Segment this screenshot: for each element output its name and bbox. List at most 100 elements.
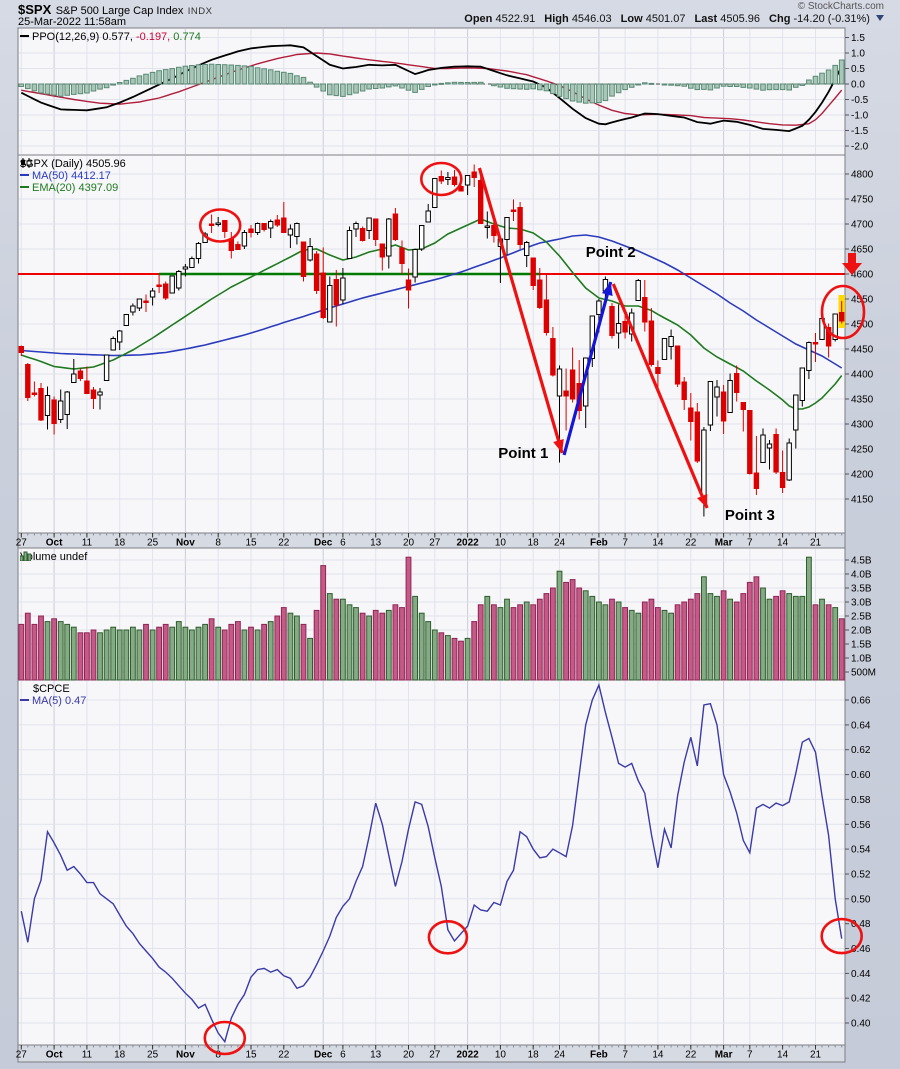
ema20-line bbox=[21, 218, 843, 410]
candlestick-icon[interactable] bbox=[20, 158, 32, 168]
svg-text:27: 27 bbox=[429, 1050, 441, 1061]
svg-text:4.0B: 4.0B bbox=[851, 570, 872, 581]
svg-text:18: 18 bbox=[528, 538, 540, 549]
cpce-ma-swatch-icon bbox=[20, 699, 29, 701]
date-axis-strips: 27 Oct 11 18 25 Nov 8 15 22 Dec 6 13 20 27 2022 10 18 24 F… bbox=[16, 532, 846, 1063]
svg-text:27: 27 bbox=[16, 1050, 28, 1061]
trend-arrow bbox=[611, 283, 709, 509]
red-circle-annotation bbox=[198, 208, 242, 243]
svg-text:4250: 4250 bbox=[851, 445, 874, 456]
trend-arrowhead bbox=[601, 282, 613, 296]
ppo-hist-value: -0.197, bbox=[135, 31, 171, 43]
svg-text:13: 13 bbox=[370, 538, 382, 549]
svg-text:14: 14 bbox=[652, 538, 664, 549]
svg-text:Mar: Mar bbox=[715, 538, 733, 549]
svg-text:18: 18 bbox=[114, 538, 126, 549]
svg-text:4150: 4150 bbox=[851, 495, 874, 506]
svg-text:0.48: 0.48 bbox=[851, 919, 871, 930]
svg-text:14: 14 bbox=[652, 1050, 664, 1061]
svg-text:25: 25 bbox=[147, 538, 159, 549]
svg-text:0.58: 0.58 bbox=[851, 795, 871, 806]
svg-text:-2.0: -2.0 bbox=[851, 142, 869, 153]
trend-arrowhead bbox=[553, 438, 564, 453]
ppo-line-swatch-icon bbox=[20, 35, 29, 37]
last-value: 4505.96 bbox=[720, 13, 760, 25]
svg-text:21: 21 bbox=[810, 538, 822, 549]
svg-text:0.46: 0.46 bbox=[851, 944, 871, 955]
change-down-icon[interactable] bbox=[876, 15, 884, 21]
svg-text:24: 24 bbox=[554, 1050, 566, 1061]
copyright: © StockCharts.com bbox=[797, 1, 884, 12]
red-circle-annotation bbox=[419, 161, 463, 197]
svg-text:14: 14 bbox=[777, 538, 789, 549]
ppo-value: 0.577, bbox=[102, 31, 133, 43]
axis-down-arrow-icon bbox=[842, 253, 862, 275]
ppo-legend-label: PPO(12,26,9) bbox=[32, 31, 100, 43]
svg-text:11: 11 bbox=[82, 538, 93, 549]
svg-text:10: 10 bbox=[495, 538, 507, 549]
low-value: 4501.07 bbox=[645, 13, 686, 25]
svg-text:7: 7 bbox=[622, 538, 628, 549]
svg-text:15: 15 bbox=[245, 1050, 257, 1061]
exchange-label: INDX bbox=[187, 6, 213, 17]
svg-text:2022: 2022 bbox=[456, 1050, 479, 1061]
open-value: 4522.91 bbox=[495, 13, 536, 25]
svg-text:0.42: 0.42 bbox=[851, 994, 871, 1005]
svg-text:1.5B: 1.5B bbox=[851, 640, 872, 651]
svg-text:0.50: 0.50 bbox=[851, 894, 871, 905]
point-label: Point 1 bbox=[498, 445, 548, 462]
svg-text:22: 22 bbox=[685, 538, 697, 549]
ma50-legend-row: MA(50) 4412.17 bbox=[20, 170, 126, 182]
ema20-swatch-icon bbox=[20, 186, 29, 188]
red-circle-annotation bbox=[820, 917, 864, 955]
svg-text:4650: 4650 bbox=[851, 245, 874, 256]
svg-text:14: 14 bbox=[777, 1050, 789, 1061]
candles bbox=[18, 164, 845, 517]
svg-text:4400: 4400 bbox=[851, 370, 874, 381]
trend-arrowhead bbox=[697, 493, 708, 508]
svg-text:0.5: 0.5 bbox=[851, 64, 865, 75]
svg-text:0.66: 0.66 bbox=[851, 696, 871, 707]
svg-text:1.5: 1.5 bbox=[851, 33, 865, 44]
volume-bars-icon[interactable] bbox=[20, 551, 31, 561]
svg-text:0.62: 0.62 bbox=[851, 745, 871, 756]
svg-text:Oct: Oct bbox=[46, 1050, 63, 1061]
svg-text:500M: 500M bbox=[851, 668, 876, 679]
svg-text:11: 11 bbox=[82, 1050, 93, 1061]
svg-text:-0.5: -0.5 bbox=[851, 95, 869, 106]
svg-text:2.0B: 2.0B bbox=[851, 626, 872, 637]
svg-text:22: 22 bbox=[685, 1050, 697, 1061]
chart-datetime: 25-Mar-2022 11:58am bbox=[18, 16, 127, 28]
svg-text:22: 22 bbox=[278, 1050, 290, 1061]
red-circle-annotation bbox=[820, 284, 866, 340]
svg-text:20: 20 bbox=[403, 1050, 415, 1061]
svg-text:Dec: Dec bbox=[314, 1050, 333, 1061]
red-circle-annotation bbox=[203, 1020, 247, 1056]
ma50-line bbox=[21, 234, 843, 369]
price-legend-symbol: $SPX (Daily) 4505.96 bbox=[20, 158, 126, 170]
point-label: Point 3 bbox=[725, 507, 775, 524]
cpce-legend: $CPCE MA(5) 0.47 bbox=[20, 683, 86, 707]
svg-text:3.5B: 3.5B bbox=[851, 584, 872, 595]
svg-text:Mar: Mar bbox=[715, 1050, 733, 1061]
svg-text:18: 18 bbox=[114, 1050, 126, 1061]
svg-text:15: 15 bbox=[245, 538, 257, 549]
svg-text:8: 8 bbox=[215, 1050, 221, 1061]
svg-text:0.54: 0.54 bbox=[851, 845, 871, 856]
last-label: Last bbox=[694, 13, 718, 25]
svg-text:Nov: Nov bbox=[176, 538, 195, 549]
svg-text:22: 22 bbox=[278, 538, 290, 549]
svg-text:2.5B: 2.5B bbox=[851, 612, 872, 623]
svg-text:8: 8 bbox=[215, 538, 221, 549]
svg-text:4300: 4300 bbox=[851, 420, 874, 431]
chg-label: Chg bbox=[769, 13, 791, 25]
high-value: 4546.03 bbox=[571, 13, 612, 25]
svg-text:13: 13 bbox=[370, 1050, 382, 1061]
volume-legend: Volume undef bbox=[20, 551, 87, 563]
svg-text:0.0: 0.0 bbox=[851, 80, 865, 91]
high-label: High bbox=[544, 13, 569, 25]
svg-text:3.0B: 3.0B bbox=[851, 598, 872, 609]
price-legend: $SPX (Daily) 4505.96 MA(50) 4412.17 EMA(… bbox=[20, 158, 126, 194]
open-label: Open bbox=[464, 13, 493, 25]
